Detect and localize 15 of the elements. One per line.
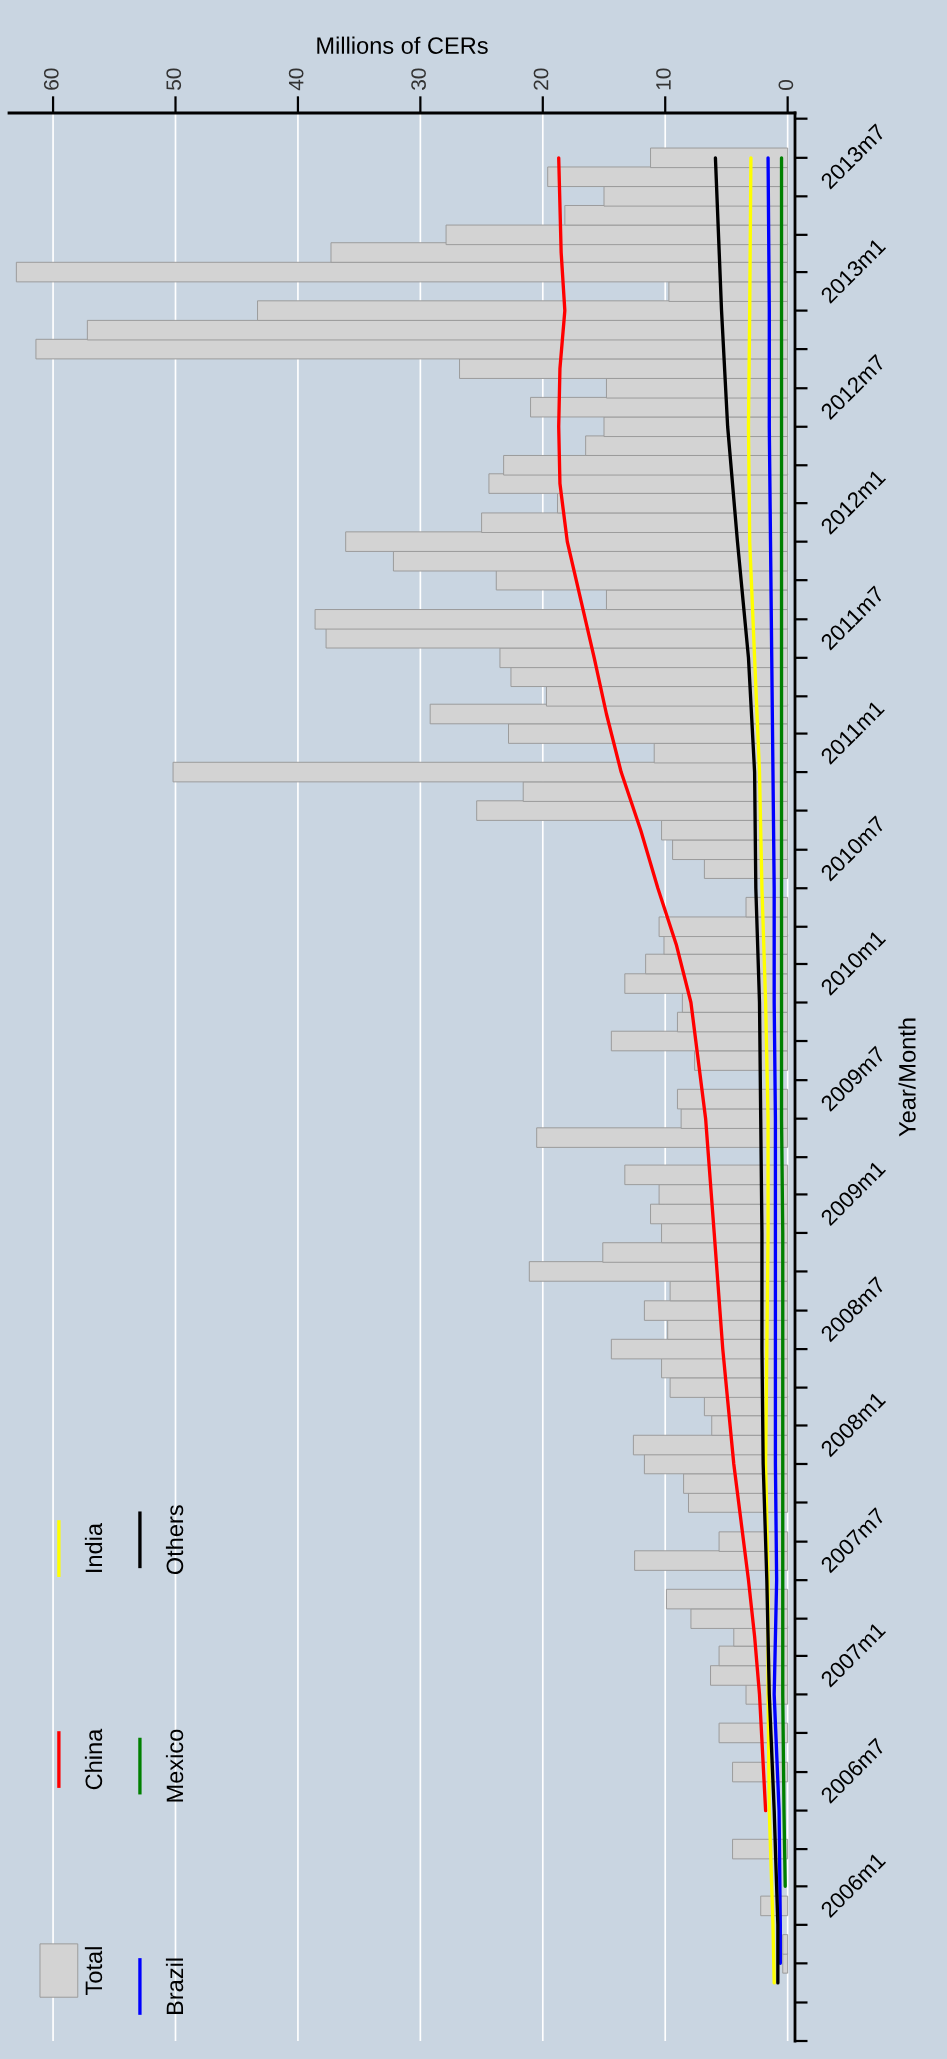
x-tick-label: 0 (778, 80, 794, 90)
legend-label: Others (165, 1505, 184, 1575)
legend-label: China (84, 1728, 103, 1790)
x-tick-label: 10 (656, 68, 671, 90)
x-tick-label: 50 (166, 68, 182, 90)
x-tick-label: 40 (288, 68, 304, 91)
legend-label: Mexico (165, 1729, 184, 1802)
legend-label: Brazil (165, 1958, 184, 2015)
x-tick-label: 20 (533, 68, 549, 90)
x-tick-label: 30 (411, 68, 426, 90)
x-axis-title: Millions of CERs (317, 36, 488, 54)
x-tick-label: 60 (43, 68, 59, 90)
legend-label: Total (84, 1947, 103, 1995)
y-axis-title: Year/Month (898, 1018, 916, 1137)
legend-label: India (84, 1522, 103, 1572)
